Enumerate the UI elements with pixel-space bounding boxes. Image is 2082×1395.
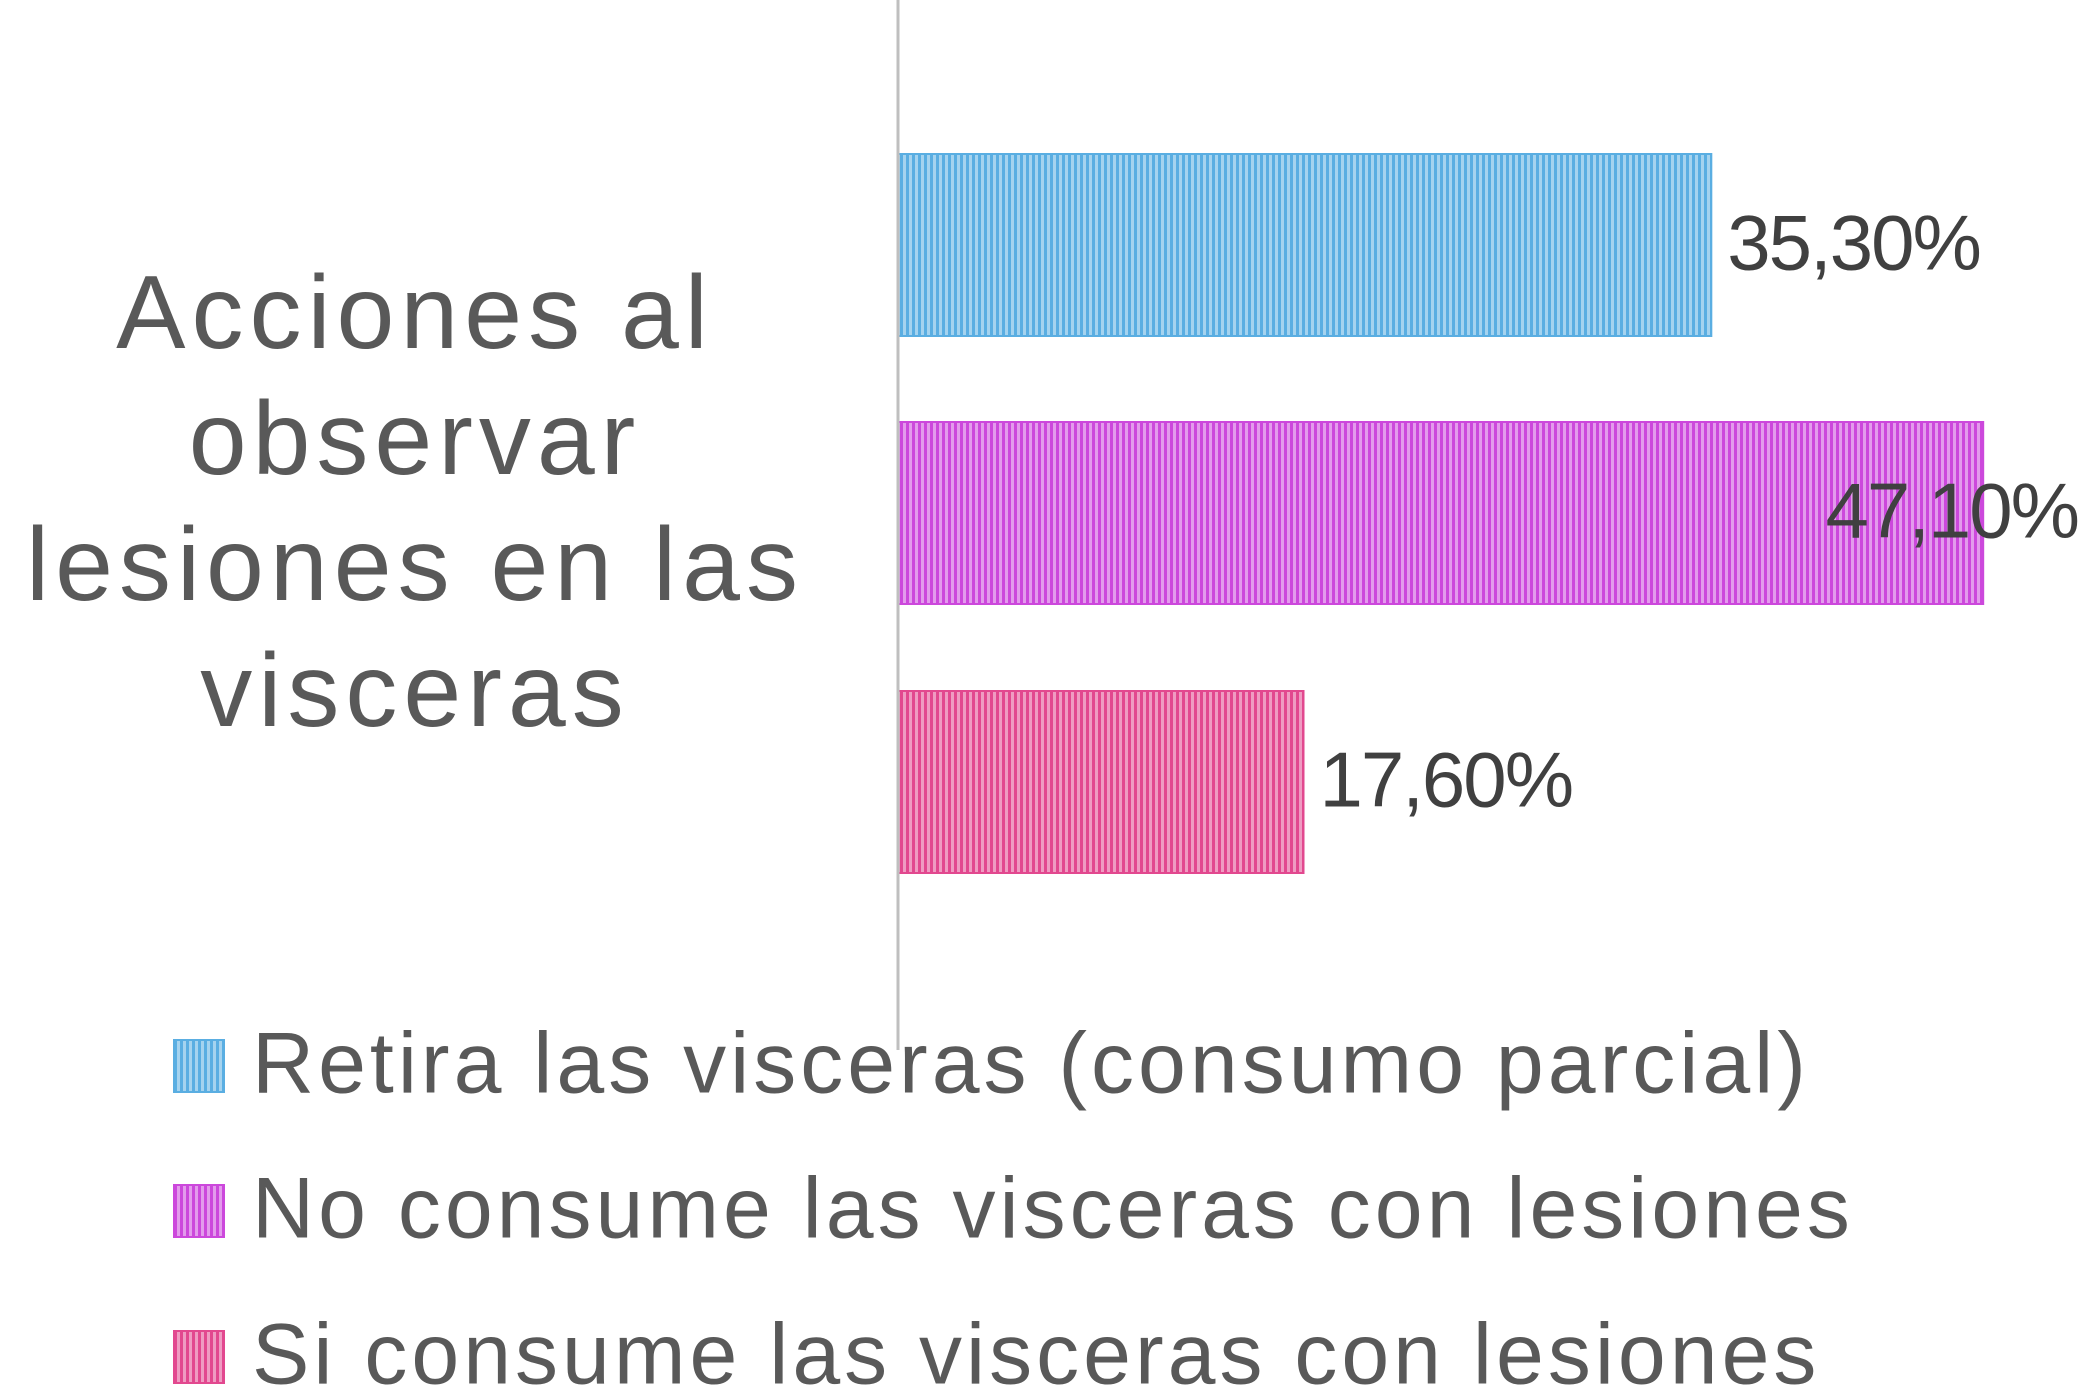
legend-swatch: [173, 1330, 225, 1384]
legend-label: No consume las visceras con lesiones: [252, 1161, 1854, 1257]
bar: [897, 690, 1305, 874]
category-box: Acciones al observar lesiones en las vis…: [26, 255, 804, 749]
data-label: 35,30%: [1727, 199, 1980, 287]
data-label: 47,10%: [1825, 467, 2078, 555]
legend-swatch: [173, 1039, 225, 1093]
bar: [897, 153, 1713, 337]
data-label: 17,60%: [1320, 736, 1573, 824]
legend-label: Retira las visceras (consumo parcial): [252, 1016, 1810, 1112]
y-tick-label: Acciones al observar lesiones en las vis…: [26, 255, 804, 749]
bar: [897, 421, 1985, 605]
legend-label: Si consume las visceras con lesiones: [252, 1307, 1820, 1395]
legend-swatch: [173, 1184, 225, 1238]
